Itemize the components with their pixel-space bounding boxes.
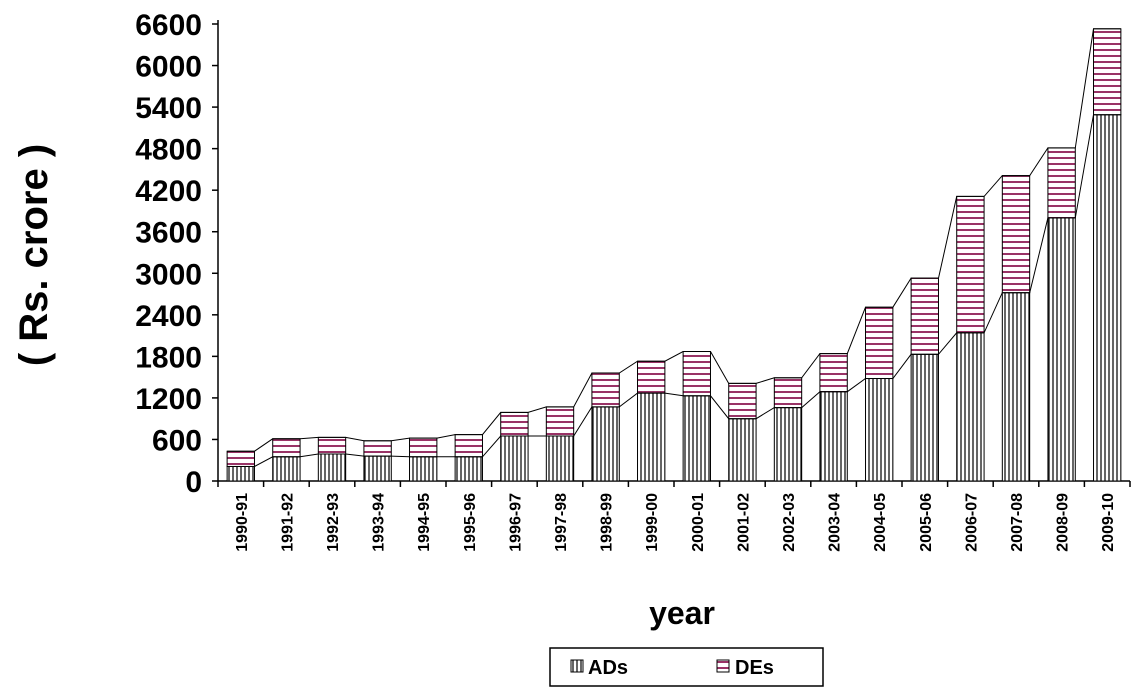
bar-ads — [865, 378, 894, 482]
bar-des — [910, 277, 939, 355]
x-tick-label: 1998-99 — [599, 493, 616, 552]
y-tick-label: 6600 — [135, 9, 202, 42]
bar-ads — [728, 418, 757, 482]
y-tick-label: 3000 — [135, 258, 202, 291]
x-tick-label: 2002-03 — [781, 493, 798, 552]
bar-des — [363, 440, 392, 457]
bar-des — [317, 436, 347, 455]
bar-ads — [226, 465, 255, 482]
series-line-ads — [227, 114, 1121, 467]
x-tick-label: 2000-01 — [690, 493, 707, 552]
bar-des — [773, 377, 803, 409]
x-tick-label: 1990-91 — [234, 493, 251, 552]
bar-ads — [317, 453, 347, 482]
x-tick-label: 1997-98 — [553, 493, 570, 552]
bar-des — [591, 372, 620, 408]
bar-ads — [591, 406, 620, 482]
x-tick-label: 2001-02 — [735, 493, 752, 552]
legend: ADs DEs — [549, 647, 824, 687]
bar-ads — [1047, 217, 1076, 482]
bar-ads — [454, 456, 483, 482]
y-tick-label: 2400 — [135, 300, 202, 333]
plot-area — [217, 20, 1130, 482]
bar-des — [545, 406, 575, 437]
bar-ads — [682, 395, 711, 482]
x-tick-label: 2007-08 — [1009, 493, 1026, 552]
legend-label-des: DEs — [735, 657, 774, 679]
y-tick-label: 3600 — [135, 217, 202, 250]
y-tick-label: 1200 — [135, 383, 202, 416]
y-tick-label: 0 — [185, 466, 202, 499]
bar-des — [956, 195, 985, 334]
x-axis-label: year — [649, 595, 715, 631]
bar-ads — [272, 456, 301, 482]
legend-label-ads: ADs — [588, 657, 628, 679]
y-tick-label: 4800 — [135, 134, 202, 167]
bar-ads — [637, 392, 666, 482]
x-tick-label: 2008-09 — [1055, 493, 1072, 552]
y-axis-ticks: 0 600 1200 1800 2400 3000 3600 4200 4800 5400 6000… — [135, 9, 218, 499]
x-tick-label: 1996-97 — [507, 493, 524, 552]
series-line-des — [227, 28, 1121, 452]
bar-des — [819, 353, 848, 393]
bar-des — [409, 437, 438, 458]
x-tick-label: 2005-06 — [918, 493, 935, 552]
bar-ads — [819, 391, 848, 482]
legend-box — [549, 647, 824, 687]
bar-des — [1001, 175, 1031, 294]
bar-ads — [773, 407, 803, 482]
x-tick-label: 2004-05 — [872, 493, 889, 552]
bar-des — [500, 411, 529, 437]
bar-des — [637, 360, 666, 394]
bar-ads — [545, 435, 575, 482]
x-tick-label: 1994-95 — [416, 493, 433, 552]
bar-ads — [363, 455, 392, 482]
x-tick-label: 1995-96 — [462, 493, 479, 552]
y-tick-label: 600 — [152, 424, 202, 457]
bar-ads — [500, 435, 529, 482]
x-tick-label: 1999-00 — [644, 493, 661, 552]
y-axis-label: ( Rs. crore ) — [12, 144, 56, 366]
x-tick-label: 2003-04 — [827, 493, 844, 552]
x-tick-label: 1992-93 — [325, 493, 342, 552]
bar-ads — [910, 353, 939, 482]
bar-des — [226, 450, 255, 467]
x-tick-label: 1993-94 — [371, 493, 388, 552]
bar-des — [1047, 147, 1076, 219]
bar-ads — [1093, 114, 1122, 482]
bar-des — [272, 438, 301, 458]
y-tick-label: 6000 — [135, 51, 202, 84]
bar-des — [865, 306, 894, 380]
y-tick-label: 4200 — [135, 175, 202, 208]
bar-ads — [956, 332, 985, 482]
x-tick-label: 1991-92 — [279, 493, 296, 552]
bar-des — [728, 382, 757, 420]
x-tick-label: 2009-10 — [1100, 493, 1117, 552]
y-tick-label: 5400 — [135, 92, 202, 125]
x-axis-ticks: 1990-91 1991-92 1992-93 1993-94 1994-95 1995-… — [217, 481, 1131, 552]
bar-des — [454, 434, 483, 458]
x-tick-label: 2006-07 — [963, 493, 980, 552]
bar-ads — [1001, 292, 1031, 482]
bar-ads — [409, 456, 438, 482]
y-tick-label: 1800 — [135, 341, 202, 374]
legend-swatch-ads — [570, 659, 584, 673]
bar-des — [1093, 28, 1122, 116]
bar-des — [682, 351, 711, 397]
legend-swatch-des — [716, 659, 730, 673]
